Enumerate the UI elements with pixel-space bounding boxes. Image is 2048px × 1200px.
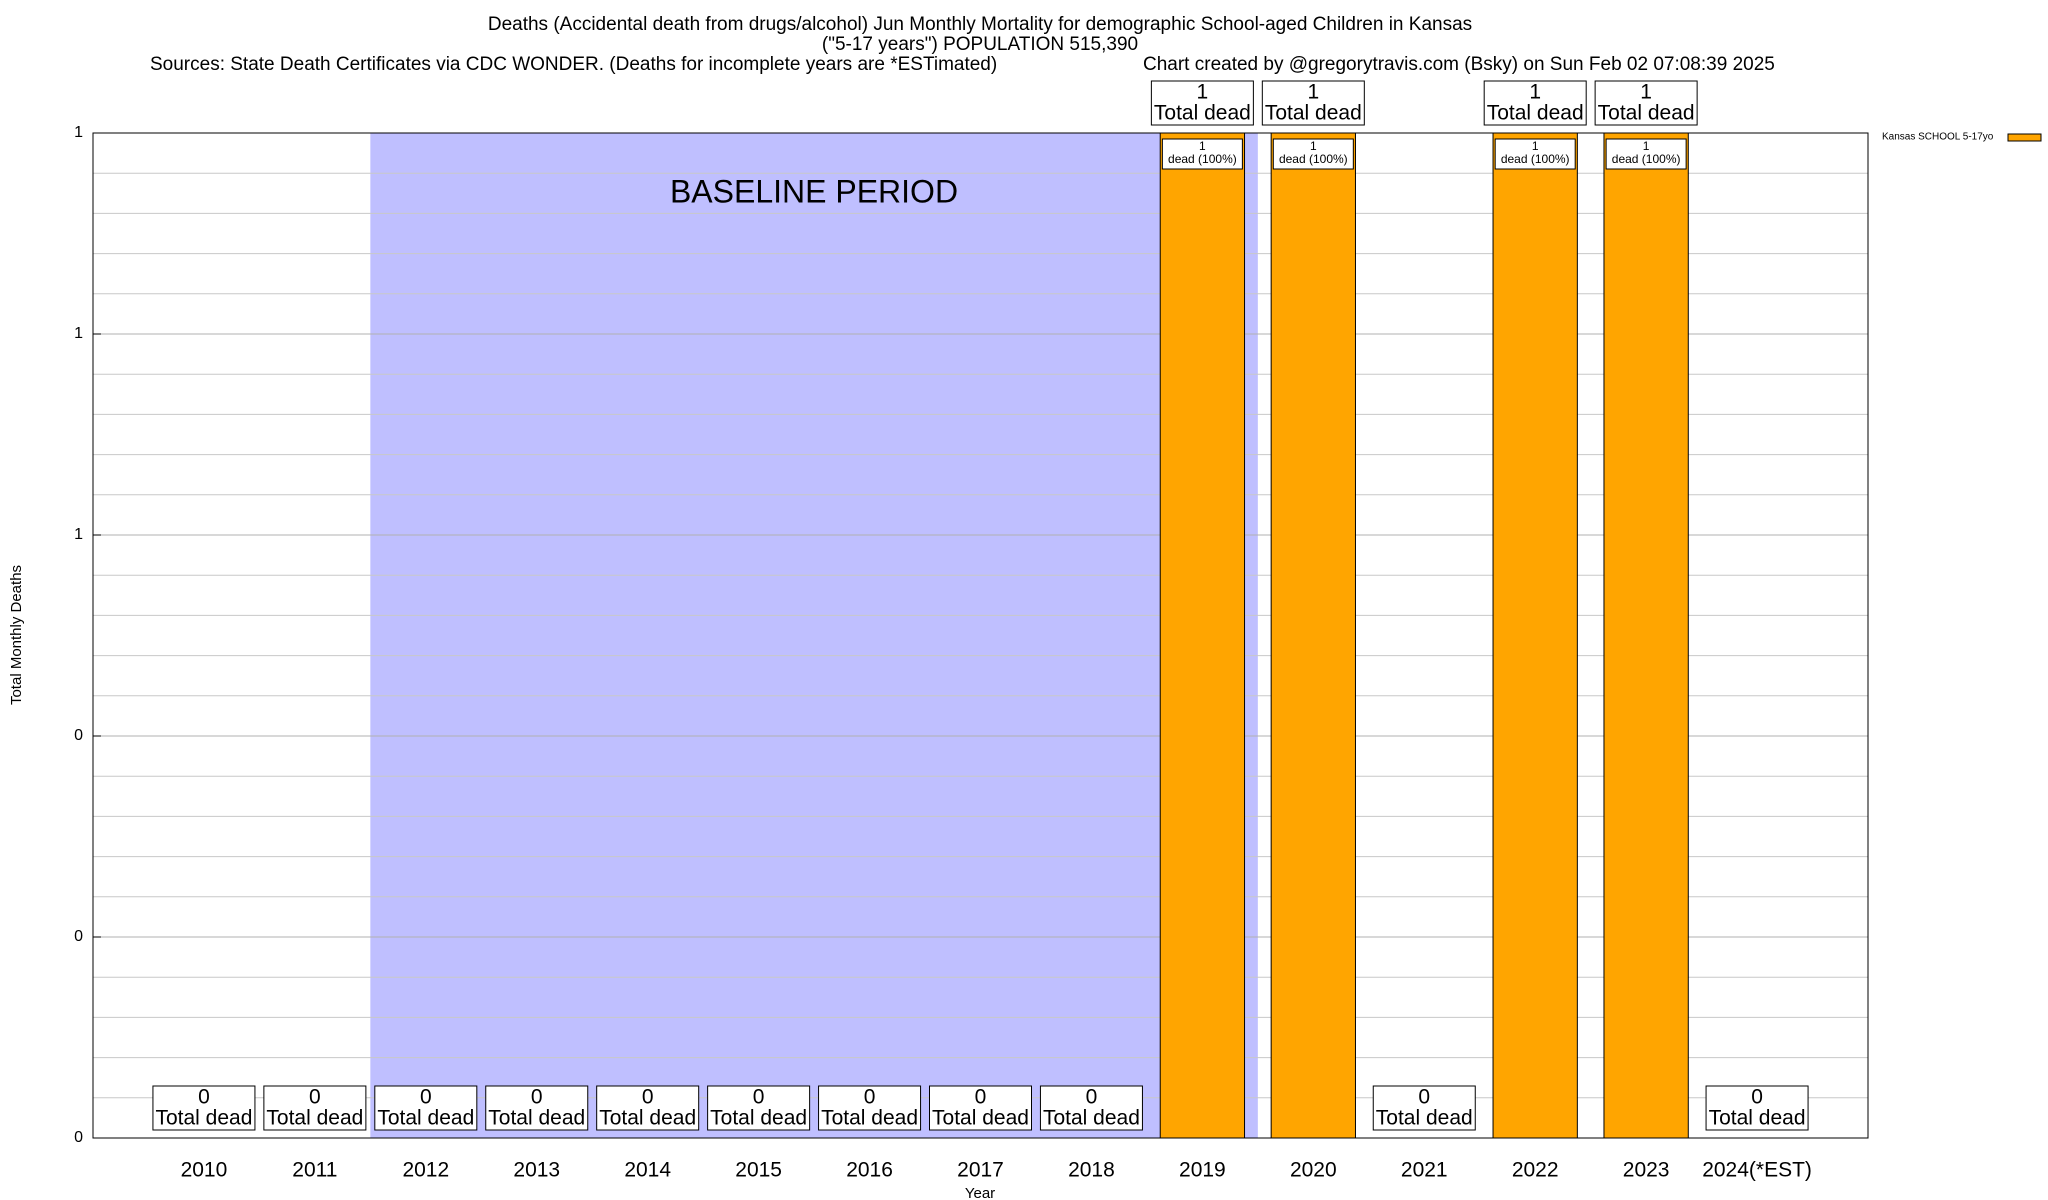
x-tick-label: 2013 — [513, 1159, 560, 1182]
total-value-label: 0 — [1418, 1086, 1430, 1109]
total-label-box — [1150, 80, 1254, 126]
inner-label-box — [1161, 138, 1243, 170]
total-label-box — [1261, 80, 1365, 126]
x-tick-label: 2021 — [1401, 1159, 1448, 1182]
credit-note: Chart created by @gregorytravis.com (Bsk… — [1143, 54, 1775, 75]
total-text-label: Total dead — [155, 1107, 252, 1130]
chart-subtitle: ("5-17 years") POPULATION 515,390 — [822, 34, 1138, 55]
total-label-box — [1039, 1085, 1143, 1131]
total-value-label: 0 — [1086, 1086, 1098, 1109]
total-label-box — [1594, 80, 1698, 126]
total-label-box — [707, 1085, 811, 1131]
total-value-label: 0 — [1751, 1086, 1763, 1109]
total-text-label: Total dead — [932, 1107, 1029, 1130]
x-tick-label: 2016 — [846, 1159, 893, 1182]
total-text-label: Total dead — [821, 1107, 918, 1130]
plot-frame — [92, 132, 1869, 1139]
x-tick-label: 2011 — [292, 1159, 337, 1182]
x-tick-label: 2017 — [957, 1159, 1004, 1182]
x-tick-label: 2015 — [735, 1159, 782, 1182]
x-tick-label: 2012 — [402, 1159, 449, 1182]
x-tick-label: 2014 — [624, 1159, 671, 1182]
y-tick-label: 0 — [74, 1129, 83, 1146]
bar — [1159, 132, 1246, 1139]
legend-label: Kansas SCHOOL 5-17yo — [1882, 132, 1994, 143]
total-value-label: 1 — [1197, 81, 1209, 104]
total-value-label: 0 — [975, 1086, 987, 1109]
total-value-label: 1 — [1307, 81, 1319, 104]
total-label-box — [818, 1085, 922, 1131]
total-text-label: Total dead — [377, 1107, 474, 1130]
total-label-box — [152, 1085, 256, 1131]
total-label-box — [1705, 1085, 1809, 1131]
y-tick-label: 0 — [74, 928, 83, 945]
x-tick-label: 2020 — [1290, 1159, 1337, 1182]
inner-label-box — [1272, 138, 1354, 170]
total-label-box — [263, 1085, 367, 1131]
inner-value-label: 1 — [1643, 139, 1650, 153]
total-value-label: 1 — [1640, 81, 1652, 104]
inner-value-label: 1 — [1310, 139, 1317, 153]
chart-title: Deaths (Accidental death from drugs/alco… — [488, 14, 1472, 35]
x-tick-label: 2018 — [1068, 1159, 1115, 1182]
x-tick-label: 2024(*EST) — [1702, 1159, 1812, 1182]
total-text-label: Total dead — [266, 1107, 363, 1130]
x-axis-label: Year — [965, 1185, 995, 1200]
total-value-label: 0 — [309, 1086, 321, 1109]
total-text-label: Total dead — [488, 1107, 585, 1130]
total-value-label: 0 — [753, 1086, 765, 1109]
y-tick-label: 1 — [74, 526, 83, 543]
total-value-label: 0 — [642, 1086, 654, 1109]
source-note: Sources: State Death Certificates via CD… — [150, 54, 997, 75]
inner-label-box — [1605, 138, 1687, 170]
total-value-label: 0 — [531, 1086, 543, 1109]
x-tick-label: 2023 — [1623, 1159, 1670, 1182]
total-value-label: 0 — [864, 1086, 876, 1109]
x-tick-label: 2010 — [181, 1159, 228, 1182]
total-label-box — [929, 1085, 1032, 1131]
total-label-box — [1483, 80, 1587, 126]
y-axis-label: Total Monthly Deaths — [8, 565, 25, 705]
bar — [1270, 132, 1356, 1139]
inner-value-label: 1 — [1199, 139, 1206, 153]
inner-share-label: dead (100%) — [1501, 152, 1570, 166]
total-text-label: Total dead — [710, 1107, 807, 1130]
total-text-label: Total dead — [1376, 1107, 1473, 1130]
inner-share-label: dead (100%) — [1168, 152, 1237, 166]
total-text-label: Total dead — [1043, 1107, 1140, 1130]
x-tick-label: 2019 — [1179, 1159, 1226, 1182]
bar — [1492, 132, 1578, 1139]
total-text-label: Total dead — [1598, 102, 1695, 125]
inner-label-box — [1494, 138, 1576, 170]
total-label-box — [485, 1085, 589, 1131]
inner-share-label: dead (100%) — [1279, 152, 1348, 166]
inner-value-label: 1 — [1532, 139, 1539, 153]
inner-share-label: dead (100%) — [1612, 152, 1681, 166]
total-label-box — [374, 1085, 478, 1131]
baseline-region — [370, 133, 1258, 1138]
total-label-box — [596, 1085, 700, 1131]
total-label-box — [1372, 1085, 1476, 1131]
legend-swatch — [2007, 133, 2042, 142]
y-tick-label: 1 — [74, 325, 83, 342]
y-tick-label: 0 — [74, 727, 83, 744]
x-tick-label: 2022 — [1512, 1159, 1559, 1182]
y-tick-label: 1 — [74, 124, 83, 141]
total-text-label: Total dead — [599, 1107, 696, 1130]
total-value-label: 0 — [420, 1086, 432, 1109]
total-text-label: Total dead — [1265, 102, 1362, 125]
total-value-label: 1 — [1529, 81, 1541, 104]
total-text-label: Total dead — [1487, 102, 1584, 125]
baseline-label: BASELINE PERIOD — [670, 173, 958, 209]
total-value-label: 0 — [198, 1086, 210, 1109]
total-text-label: Total dead — [1154, 102, 1251, 125]
bar — [1603, 132, 1689, 1139]
total-text-label: Total dead — [1709, 1107, 1806, 1130]
